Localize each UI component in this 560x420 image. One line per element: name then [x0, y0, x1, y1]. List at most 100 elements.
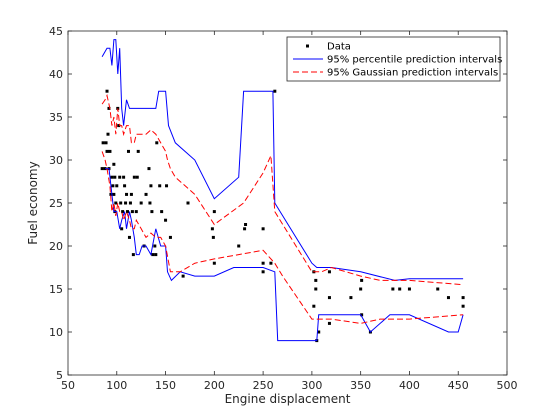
x-tick-label: 100: [106, 379, 127, 392]
y-tick-label: 20: [49, 240, 63, 253]
data-point: [130, 210, 134, 214]
data-point: [210, 227, 214, 231]
series-layer: [100, 39, 465, 343]
data-point: [391, 287, 395, 291]
data-point: [148, 201, 152, 205]
data-point: [436, 287, 440, 291]
y-tick-label: 35: [49, 111, 63, 124]
data-point: [461, 296, 465, 300]
data-point: [112, 162, 116, 166]
data-point: [124, 201, 128, 205]
data-point: [273, 89, 277, 93]
y-tick-label: 25: [49, 197, 63, 210]
data-point: [269, 261, 273, 265]
data-point: [237, 244, 241, 248]
data-point: [261, 261, 265, 265]
data-point: [211, 235, 215, 239]
x-tick-label: 500: [497, 379, 518, 392]
data-point: [118, 175, 122, 179]
data-point: [131, 253, 135, 257]
y-tick-label: 40: [49, 68, 63, 81]
data-point: [109, 192, 113, 196]
x-tick-label: 350: [350, 379, 371, 392]
data-point: [125, 192, 129, 196]
data-point: [151, 253, 155, 257]
data-point: [186, 201, 190, 205]
data-point: [114, 201, 118, 205]
y-tick-label: 15: [49, 283, 63, 296]
data-point: [108, 149, 112, 153]
gaussian-upper-line: [101, 93, 464, 286]
data-point: [101, 141, 105, 145]
axes-layer: 50 100 150 200 250 300 350 400 450 500 5 10 15 20 25 30…: [49, 25, 518, 392]
data-point: [129, 192, 133, 196]
y-tick-label: 45: [49, 25, 63, 38]
data-point: [127, 235, 131, 239]
data-point: [115, 184, 119, 188]
plot-area: [68, 31, 507, 375]
percentile-upper-line: [101, 39, 464, 281]
y-tick-label: 30: [49, 154, 63, 167]
data-point: [149, 184, 153, 188]
data-point: [126, 210, 130, 214]
data-point: [154, 253, 158, 257]
data-point: [139, 201, 143, 205]
data-point: [100, 167, 104, 171]
y-tick-label: 10: [49, 326, 63, 339]
data-point: [312, 304, 316, 308]
x-tick-label: 150: [155, 379, 176, 392]
data-point: [105, 149, 109, 153]
y-tick-label: 5: [56, 369, 63, 382]
data-point: [132, 175, 136, 179]
x-tick-label: 200: [204, 379, 225, 392]
data-point: [121, 210, 125, 214]
percentile-lower-line: [105, 168, 464, 342]
data-point: [112, 192, 116, 196]
legend-label-gaussian: 95% Gaussian prediction intervals: [327, 68, 498, 79]
data-point: [181, 274, 185, 278]
data-point: [123, 184, 127, 188]
data-point: [155, 141, 159, 145]
data-point: [117, 124, 121, 128]
data-point: [314, 278, 318, 282]
x-tick-label: 50: [61, 379, 75, 392]
data-point: [110, 175, 114, 179]
data-point: [314, 287, 318, 291]
x-tick-label: 450: [448, 379, 469, 392]
data-point: [106, 132, 110, 136]
data-point: [168, 235, 172, 239]
data-point: [120, 227, 124, 231]
data-point: [153, 244, 157, 248]
gaussian-lower-line: [101, 151, 464, 324]
legend-marker-data: [306, 44, 309, 48]
data-point: [136, 149, 140, 153]
data-point: [327, 296, 331, 300]
data-point: [244, 223, 248, 226]
data-point: [327, 321, 331, 325]
data-point: [261, 270, 265, 274]
data-point: [158, 184, 162, 188]
data-point: [134, 210, 138, 214]
data-point: [212, 261, 216, 265]
x-tick-label: 400: [399, 379, 420, 392]
data-point: [160, 210, 164, 214]
legend-label-data: Data: [327, 42, 351, 53]
data-point: [147, 167, 151, 171]
data-point: [135, 175, 139, 179]
data-point: [164, 218, 168, 222]
data-point: [111, 184, 115, 188]
data-point: [407, 287, 411, 291]
data-point: [360, 313, 364, 317]
data-point: [150, 210, 154, 214]
data-point: [461, 304, 465, 308]
data-point: [359, 287, 363, 291]
x-axis-label: Engine displacement: [225, 392, 351, 406]
data-point: [243, 227, 247, 231]
data-point: [103, 167, 107, 171]
x-tick-label: 300: [301, 379, 322, 392]
legend: Data 95% percentile prediction intervals 9…: [286, 36, 502, 82]
data-point: [105, 89, 109, 93]
data-point: [349, 296, 353, 300]
data-point: [317, 330, 321, 334]
